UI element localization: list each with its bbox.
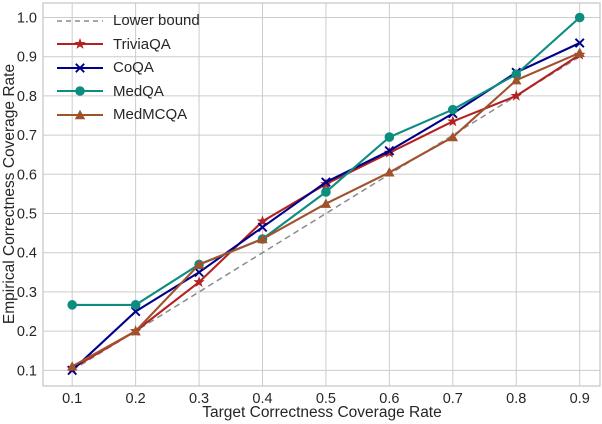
y-tick-label: 0.8 <box>17 89 37 105</box>
y-tick-label: 0.7 <box>17 128 37 144</box>
circle-marker <box>448 104 458 115</box>
x-tick-label: 0.8 <box>506 391 526 407</box>
star-marker <box>320 178 332 189</box>
circle-marker <box>574 12 585 23</box>
x-tick-label: 0.7 <box>443 391 463 407</box>
star-marker <box>193 276 205 287</box>
circle-marker <box>75 86 85 97</box>
triangle-marker <box>74 109 86 119</box>
circle-marker <box>511 69 522 80</box>
triangle-marker <box>320 198 332 208</box>
legend-item-medqa: MedQA <box>56 82 200 102</box>
x-tick-label: 0.5 <box>316 391 336 407</box>
x-tick-label: 0.2 <box>126 391 146 407</box>
x-marker <box>194 267 204 278</box>
legend-item-lower-bound: Lower bound <box>56 11 200 31</box>
x-marker <box>321 177 331 188</box>
x-tick-label: 0.6 <box>379 391 399 407</box>
y-tick-label: 0.2 <box>17 324 37 340</box>
legend-item-triviaqa: TriviaQA <box>56 35 200 55</box>
star-marker <box>510 89 522 101</box>
x-tick-label: 0.3 <box>189 391 209 407</box>
dashed-line-icon <box>57 20 103 22</box>
legend-item-coqa: CoQA <box>56 58 200 78</box>
triangle-marker <box>511 75 522 85</box>
x-tick-label: 0.4 <box>252 391 272 407</box>
star-marker <box>447 115 459 127</box>
triangle-marker <box>384 167 395 177</box>
circle-marker <box>67 300 77 310</box>
plot-border <box>42 2 601 387</box>
x-axis-label: Target Correctness Coverage Rate <box>202 404 442 421</box>
y-tick-label: 0.1 <box>17 363 37 379</box>
axes-spines <box>42 2 601 387</box>
x-tick-label: 0.9 <box>570 391 590 407</box>
y-tick-label: 0.5 <box>17 207 37 223</box>
star-marker <box>256 215 269 227</box>
star-marker <box>383 146 396 158</box>
circle-marker <box>384 132 395 142</box>
triangle-marker <box>193 259 205 269</box>
y-tick-label: 0.4 <box>17 246 37 262</box>
series-medmcqa <box>66 47 585 371</box>
y-tick-label: 0.6 <box>17 167 37 183</box>
x-marker <box>384 145 395 156</box>
x-marker <box>574 38 585 48</box>
triangle-line-icon <box>57 109 103 119</box>
triangle-marker <box>257 233 268 244</box>
legend-label: TriviaQA <box>113 35 171 53</box>
triangle-marker <box>447 131 459 142</box>
y-tick-label: 0.9 <box>17 50 37 66</box>
circle-line-icon <box>57 86 103 97</box>
y-tick-label: 1.0 <box>17 11 37 27</box>
axis-tick-labels: 0.1 0.2 0.3 0.4 0.5 0.6 0.7 0.8 0.9 0.1 0.2 0.3 0.4 0… <box>17 11 590 407</box>
legend-label: MedMCQA <box>113 106 188 124</box>
star-line-icon <box>57 38 103 50</box>
circle-marker <box>130 300 141 310</box>
x-line-icon <box>57 62 103 73</box>
triangle-marker <box>574 47 585 57</box>
y-axis-label: Empirical Correctness Coverage Rate <box>1 64 18 324</box>
legend-label: CoQA <box>113 59 154 77</box>
legend-label: MedQA <box>113 82 164 100</box>
circle-marker <box>321 187 331 197</box>
x-marker <box>257 222 268 233</box>
legend-label: Lower bound <box>113 12 200 30</box>
triangle-marker <box>130 325 141 336</box>
legend-item-medmcqa: MedMCQA <box>56 105 200 125</box>
legend: Lower bound TriviaQA CoQA MedQA MedMCQA <box>56 11 200 125</box>
series-lines <box>66 12 586 376</box>
x-marker <box>75 62 85 73</box>
triangle-marker <box>66 361 78 371</box>
x-tick-label: 0.1 <box>62 391 82 407</box>
y-tick-label: 0.3 <box>17 285 37 301</box>
star-marker <box>74 38 86 50</box>
